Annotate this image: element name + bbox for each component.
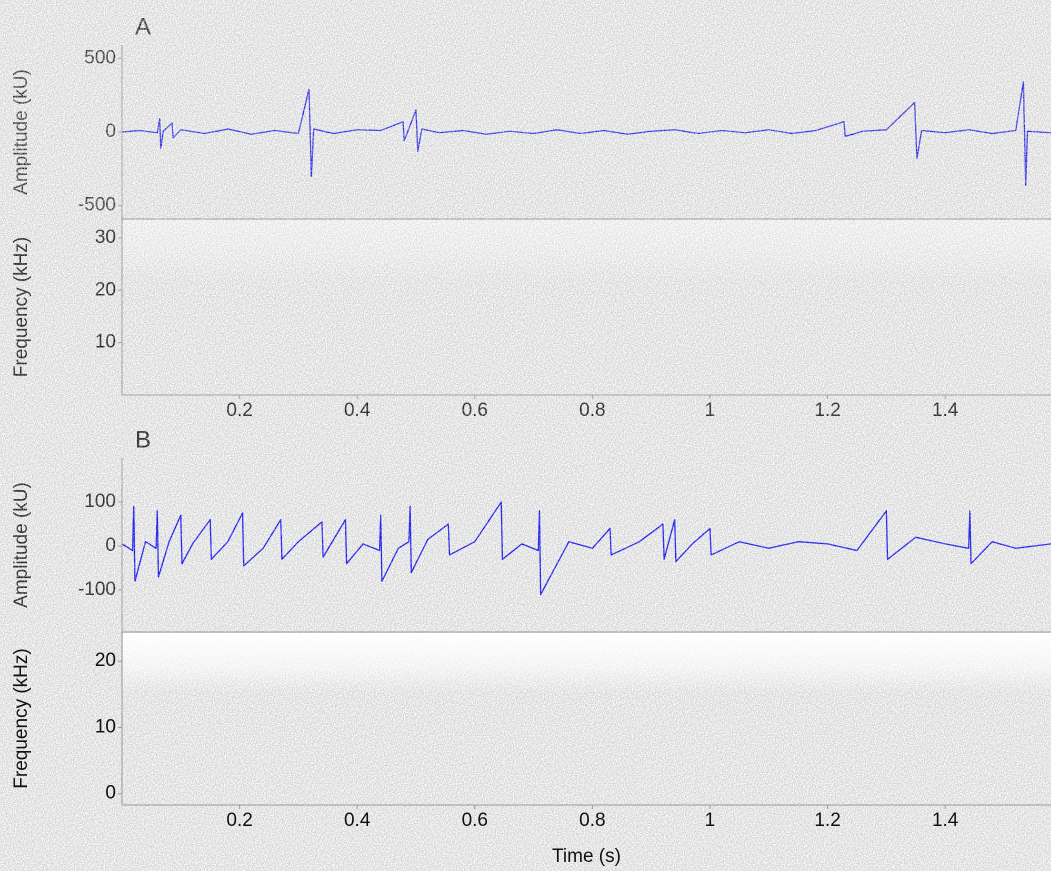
y-tick-label: 100 (84, 491, 116, 512)
y-tick-label: 0 (105, 535, 116, 556)
x-tick-label: 0.4 (344, 810, 371, 831)
x-tick-label: 1 (705, 400, 716, 421)
x-tick-label: 0.6 (462, 400, 488, 421)
waveform (121, 501, 1051, 596)
x-tick-label: 0.4 (344, 400, 371, 421)
y-tick-label: 20 (95, 279, 116, 300)
y-tick-label: 0 (105, 783, 116, 804)
waveform (121, 81, 1051, 186)
x-tick-label: 1.2 (814, 810, 840, 831)
y-axis-label: Amplitude (kU) (11, 482, 32, 608)
x-tick-label: 0.2 (226, 810, 252, 831)
x-tick-label: 1.4 (932, 810, 959, 831)
y-axis-label: Amplitude (kU) (11, 69, 32, 195)
y-tick-label: -100 (78, 579, 116, 600)
y-tick-label: 500 (84, 47, 116, 68)
x-tick-label: 1.2 (814, 400, 840, 421)
y-tick-label: 0 (105, 121, 116, 142)
spectrogram-fade (123, 220, 1051, 394)
y-tick-label: 10 (95, 716, 116, 737)
y-axis-label: Frequency (kHz) (11, 237, 32, 377)
y-tick-label: 20 (95, 650, 116, 671)
y-tick-label: 10 (95, 332, 116, 353)
x-tick-label: 0.2 (226, 400, 252, 421)
x-tick-label: 0.6 (462, 810, 488, 831)
panel-label: B (135, 426, 151, 453)
x-tick-label: 1 (705, 810, 716, 831)
x-tick-label: 0.8 (579, 400, 605, 421)
y-tick-label: -500 (78, 195, 116, 216)
x-tick-label: 0.8 (579, 810, 605, 831)
spectrogram-fade (123, 633, 1051, 804)
y-tick-label: 30 (95, 227, 116, 248)
y-axis-label: Frequency (kHz) (11, 648, 32, 788)
x-tick-label: 1.4 (932, 400, 959, 421)
panel-label: A (135, 13, 151, 40)
x-axis-label: Time (s) (552, 846, 621, 867)
